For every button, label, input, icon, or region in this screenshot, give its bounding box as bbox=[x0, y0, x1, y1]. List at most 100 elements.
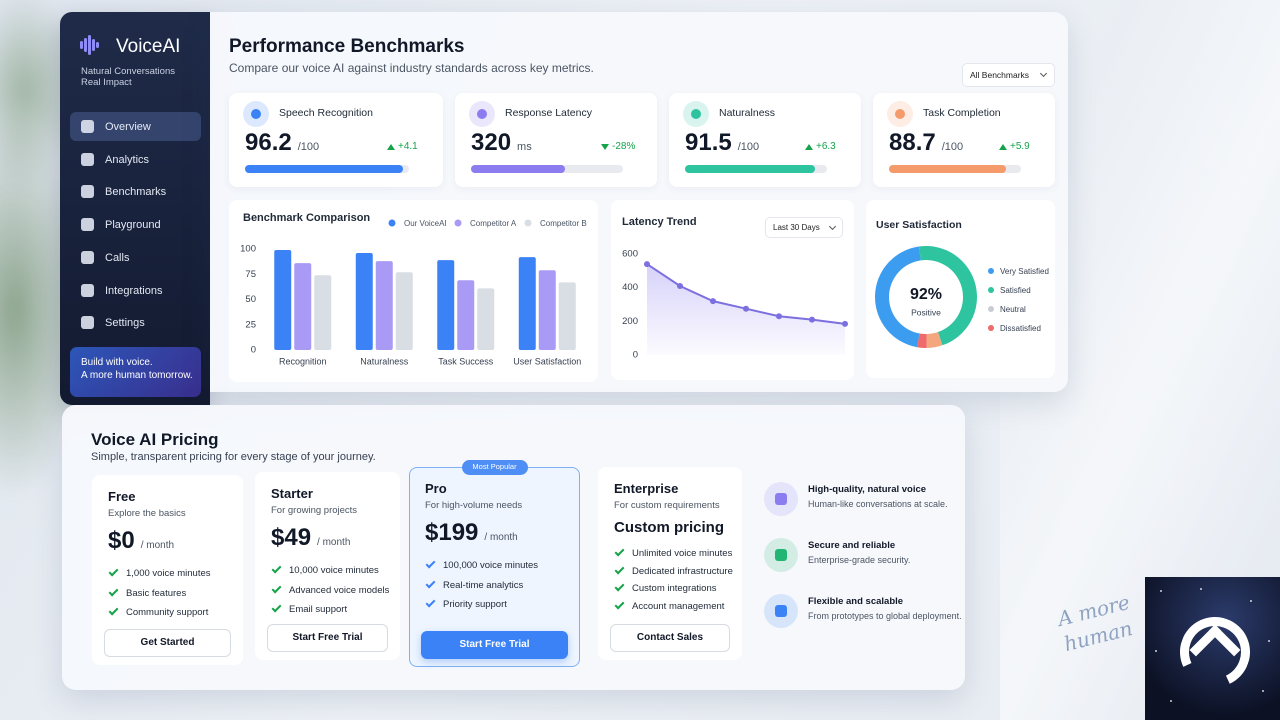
plan-feature: Dedicated infrastructure bbox=[632, 565, 733, 577]
plan-price: $0 bbox=[108, 527, 135, 554]
plan-button-label: Start Free Trial bbox=[292, 632, 363, 643]
plan-feature: Real-time analytics bbox=[443, 579, 524, 591]
filter-select[interactable] bbox=[962, 63, 1055, 87]
highlight-title: Flexible and scalable bbox=[808, 596, 904, 607]
tagline: Real Impact bbox=[81, 77, 132, 88]
kpi-icon-dot bbox=[895, 109, 905, 119]
logo-wave bbox=[84, 38, 87, 52]
pricing-title: Voice AI Pricing bbox=[91, 430, 219, 449]
star bbox=[1268, 640, 1270, 642]
plan-period: / month bbox=[484, 532, 518, 543]
plan-button[interactable] bbox=[610, 624, 730, 652]
plan-button[interactable] bbox=[421, 631, 568, 659]
brand: VoiceAI bbox=[116, 36, 181, 57]
plan-description: For growing projects bbox=[271, 505, 358, 516]
kpi-icon-dot bbox=[477, 109, 487, 119]
logo-wave bbox=[88, 35, 91, 55]
kpi-name: Response Latency bbox=[505, 107, 592, 119]
kpi-unit: /100 bbox=[941, 141, 964, 153]
plan-feature: Email support bbox=[289, 604, 348, 615]
filter-label: Last 30 Days bbox=[773, 223, 820, 232]
nav-icon bbox=[81, 316, 94, 330]
highlight-icon-dot bbox=[775, 549, 787, 561]
logo-wave bbox=[96, 42, 99, 48]
nav-label: Calls bbox=[105, 251, 130, 264]
kpi-value-row: 91.5/100 bbox=[685, 129, 797, 159]
kpi-arrow bbox=[387, 144, 395, 150]
plan-price: Custom pricing bbox=[614, 519, 725, 536]
plan-feature: 10,000 voice minutes bbox=[289, 565, 379, 576]
star bbox=[1262, 690, 1264, 692]
filter-label: All Benchmarks bbox=[970, 70, 1030, 80]
highlight-text: Enterprise-grade security. bbox=[808, 555, 911, 565]
plan-feature: Custom integrations bbox=[632, 583, 717, 594]
plan-description: Explore the basics bbox=[108, 508, 186, 519]
highlight-icon-dot bbox=[775, 605, 787, 617]
kpi-bar bbox=[245, 165, 403, 173]
star bbox=[1200, 588, 1202, 590]
plan-feature: Basic features bbox=[126, 587, 187, 599]
nav-label: Playground bbox=[105, 219, 161, 232]
nav-icon bbox=[81, 218, 94, 232]
plan-description: For custom requirements bbox=[614, 500, 720, 511]
chart-card bbox=[229, 200, 598, 382]
nav-icon bbox=[81, 283, 94, 297]
kpi-value-row: 88.7/100 bbox=[889, 129, 991, 159]
highlight-text: From prototypes to global deployment. bbox=[808, 611, 962, 621]
kpi-unit: ms bbox=[517, 141, 532, 153]
kpi-name: Speech Recognition bbox=[279, 107, 373, 119]
kpi-arrow bbox=[601, 144, 609, 150]
nav-label: Integrations bbox=[105, 284, 163, 297]
plan-name: Enterprise bbox=[614, 481, 679, 496]
logo-wave bbox=[80, 41, 83, 49]
promo-text: A more human tomorrow. bbox=[81, 370, 193, 381]
pricing-subtitle: Simple, transparent pricing for every st… bbox=[91, 451, 376, 463]
plan-price-row: $0 / month bbox=[108, 527, 239, 559]
nav-icon bbox=[81, 152, 94, 166]
kpi-name: Naturalness bbox=[719, 107, 776, 119]
kpi-change: -28% bbox=[612, 141, 636, 152]
kpi-bar bbox=[685, 165, 815, 173]
plan-feature: Advanced voice models bbox=[289, 584, 390, 596]
plan-description: For high-volume needs bbox=[425, 500, 523, 511]
plan-feature: Priority support bbox=[443, 599, 507, 610]
kpi-name: Task Completion bbox=[923, 107, 1001, 119]
kpi-value: 320 bbox=[471, 129, 512, 156]
plan-price-row: $199 / month bbox=[425, 519, 576, 551]
kpi-arrow bbox=[999, 144, 1007, 150]
highlight-title: Secure and reliable bbox=[808, 540, 896, 551]
kpi-bar bbox=[889, 165, 1007, 173]
plan-name: Starter bbox=[271, 486, 313, 501]
tagline: Natural Conversations bbox=[81, 66, 175, 77]
panel-title: Performance Benchmarks bbox=[229, 36, 465, 57]
plan-button-label: Contact Sales bbox=[636, 632, 704, 643]
promo-card bbox=[70, 347, 201, 397]
nav-icon bbox=[81, 185, 94, 199]
nav-label: Analytics bbox=[105, 153, 150, 166]
highlight-icon-dot bbox=[775, 493, 787, 505]
kpi-icon-dot bbox=[251, 109, 261, 119]
star bbox=[1250, 600, 1252, 602]
kpi-bar bbox=[471, 165, 566, 173]
plan-feature: Unlimited voice minutes bbox=[632, 548, 733, 559]
nav-icon bbox=[81, 120, 94, 133]
plan-button-label: Start Free Trial bbox=[459, 639, 530, 650]
kpi-icon-dot bbox=[691, 109, 701, 119]
kpi-value-row: 96.2/100 bbox=[245, 129, 379, 159]
star bbox=[1170, 700, 1172, 702]
plan-feature: Account management bbox=[632, 600, 725, 612]
plan-feature: 1,000 voice minutes bbox=[126, 568, 211, 579]
plan-badge bbox=[461, 460, 528, 475]
plan-feature: Community support bbox=[126, 607, 209, 618]
plan-name: Free bbox=[108, 489, 136, 504]
plan-button[interactable] bbox=[267, 624, 388, 652]
kpi-unit: /100 bbox=[737, 141, 760, 153]
plan-button[interactable] bbox=[104, 629, 231, 657]
highlight-text: Human-like conversations at scale. bbox=[808, 499, 948, 509]
filter-select[interactable] bbox=[765, 217, 843, 238]
star bbox=[1160, 590, 1162, 592]
plan-price: $49 bbox=[271, 524, 312, 551]
